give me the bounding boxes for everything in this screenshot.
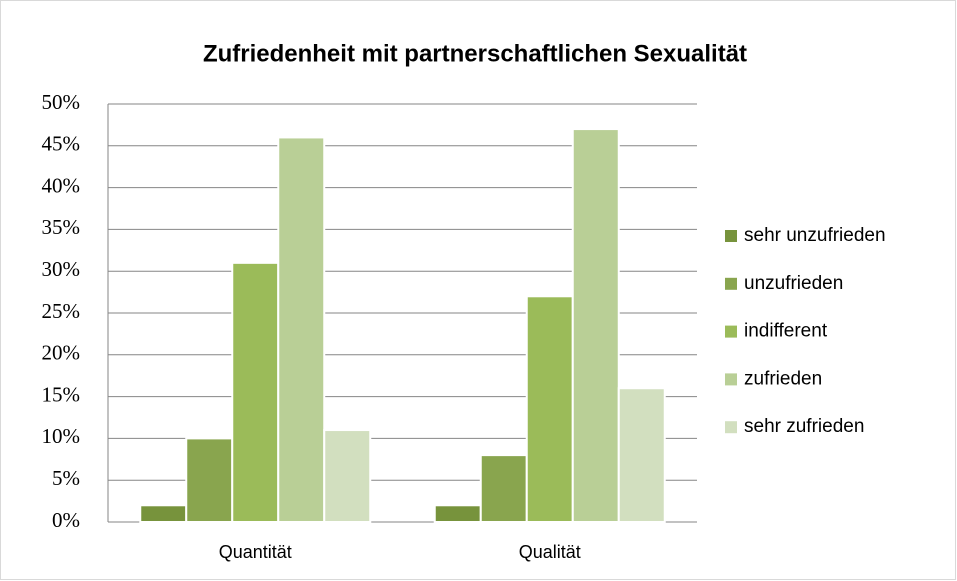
bar (571, 128, 620, 524)
bar (185, 437, 234, 523)
legend-swatch (725, 421, 737, 434)
x-tick-label: Qualität (519, 542, 581, 562)
bar (277, 136, 326, 523)
chart-title: Zufriedenheit mit partnerschaftlichen Se… (203, 40, 747, 67)
legend-label: sehr zufrieden (744, 416, 864, 437)
y-tick-label: 15% (42, 382, 81, 406)
y-tick-label: 40% (42, 173, 81, 197)
bar (525, 295, 574, 523)
x-tick-label: Quantität (219, 542, 292, 562)
legend-swatch (725, 373, 737, 386)
y-tick-label: 20% (42, 341, 81, 365)
legend-swatch (725, 277, 737, 290)
legend-swatch (725, 230, 737, 242)
bar (139, 504, 188, 523)
legend-label: zufrieden (744, 368, 822, 389)
y-tick-label: 35% (42, 215, 81, 239)
bar (433, 504, 482, 523)
y-tick-label: 45% (42, 132, 81, 156)
y-tick-label: 0% (52, 508, 80, 532)
legend-label: unzufrieden (744, 273, 843, 294)
y-tick-label: 25% (42, 299, 81, 323)
bar (617, 387, 666, 523)
legend-label: indifferent (744, 321, 828, 342)
bar (479, 454, 528, 523)
y-tick-label: 30% (42, 257, 81, 281)
legend-swatch (725, 325, 737, 338)
y-tick-label: 50% (42, 90, 81, 114)
bar (231, 261, 280, 523)
y-tick-label: 10% (42, 424, 81, 448)
bar (323, 429, 372, 524)
legend-label: sehr unzufrieden (744, 225, 886, 246)
y-tick-label: 5% (52, 466, 80, 490)
